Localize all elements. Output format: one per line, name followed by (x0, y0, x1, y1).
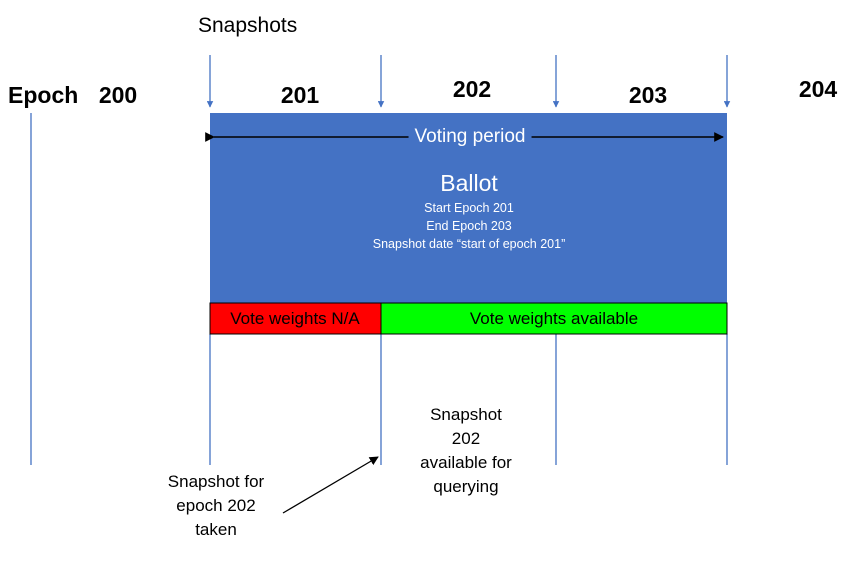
snapshot-taken-pointer-arrow (282, 456, 379, 514)
snapshots-label: Snapshots (198, 14, 298, 37)
epoch-number-200: 200 (98, 82, 138, 108)
ballot-title: Ballot (440, 170, 498, 196)
snapshot-available-note: Snapshot 202 available for querying (420, 405, 512, 496)
vote-weights-available-bar (380, 302, 728, 335)
epoch-number-201: 201 (280, 82, 320, 108)
vote-weights-na-label: Vote weights N/A (230, 309, 360, 328)
ballot-end-epoch: End Epoch 203 (426, 219, 512, 233)
ballot-snapshot-date: Snapshot date “start of epoch 201” (372, 237, 566, 251)
epoch-number-202: 202 (452, 76, 492, 102)
ballot-start-epoch: Start Epoch 201 (424, 201, 514, 215)
voting-period-label: Voting period (408, 126, 532, 148)
epoch-label: Epoch (8, 82, 79, 108)
epoch-number-204: 204 (798, 76, 838, 102)
snapshot-taken-note: Snapshot for epoch 202 taken (167, 472, 265, 539)
vote-weights-available-label: Vote weights available (469, 309, 639, 328)
epoch-number-203: 203 (628, 82, 668, 108)
